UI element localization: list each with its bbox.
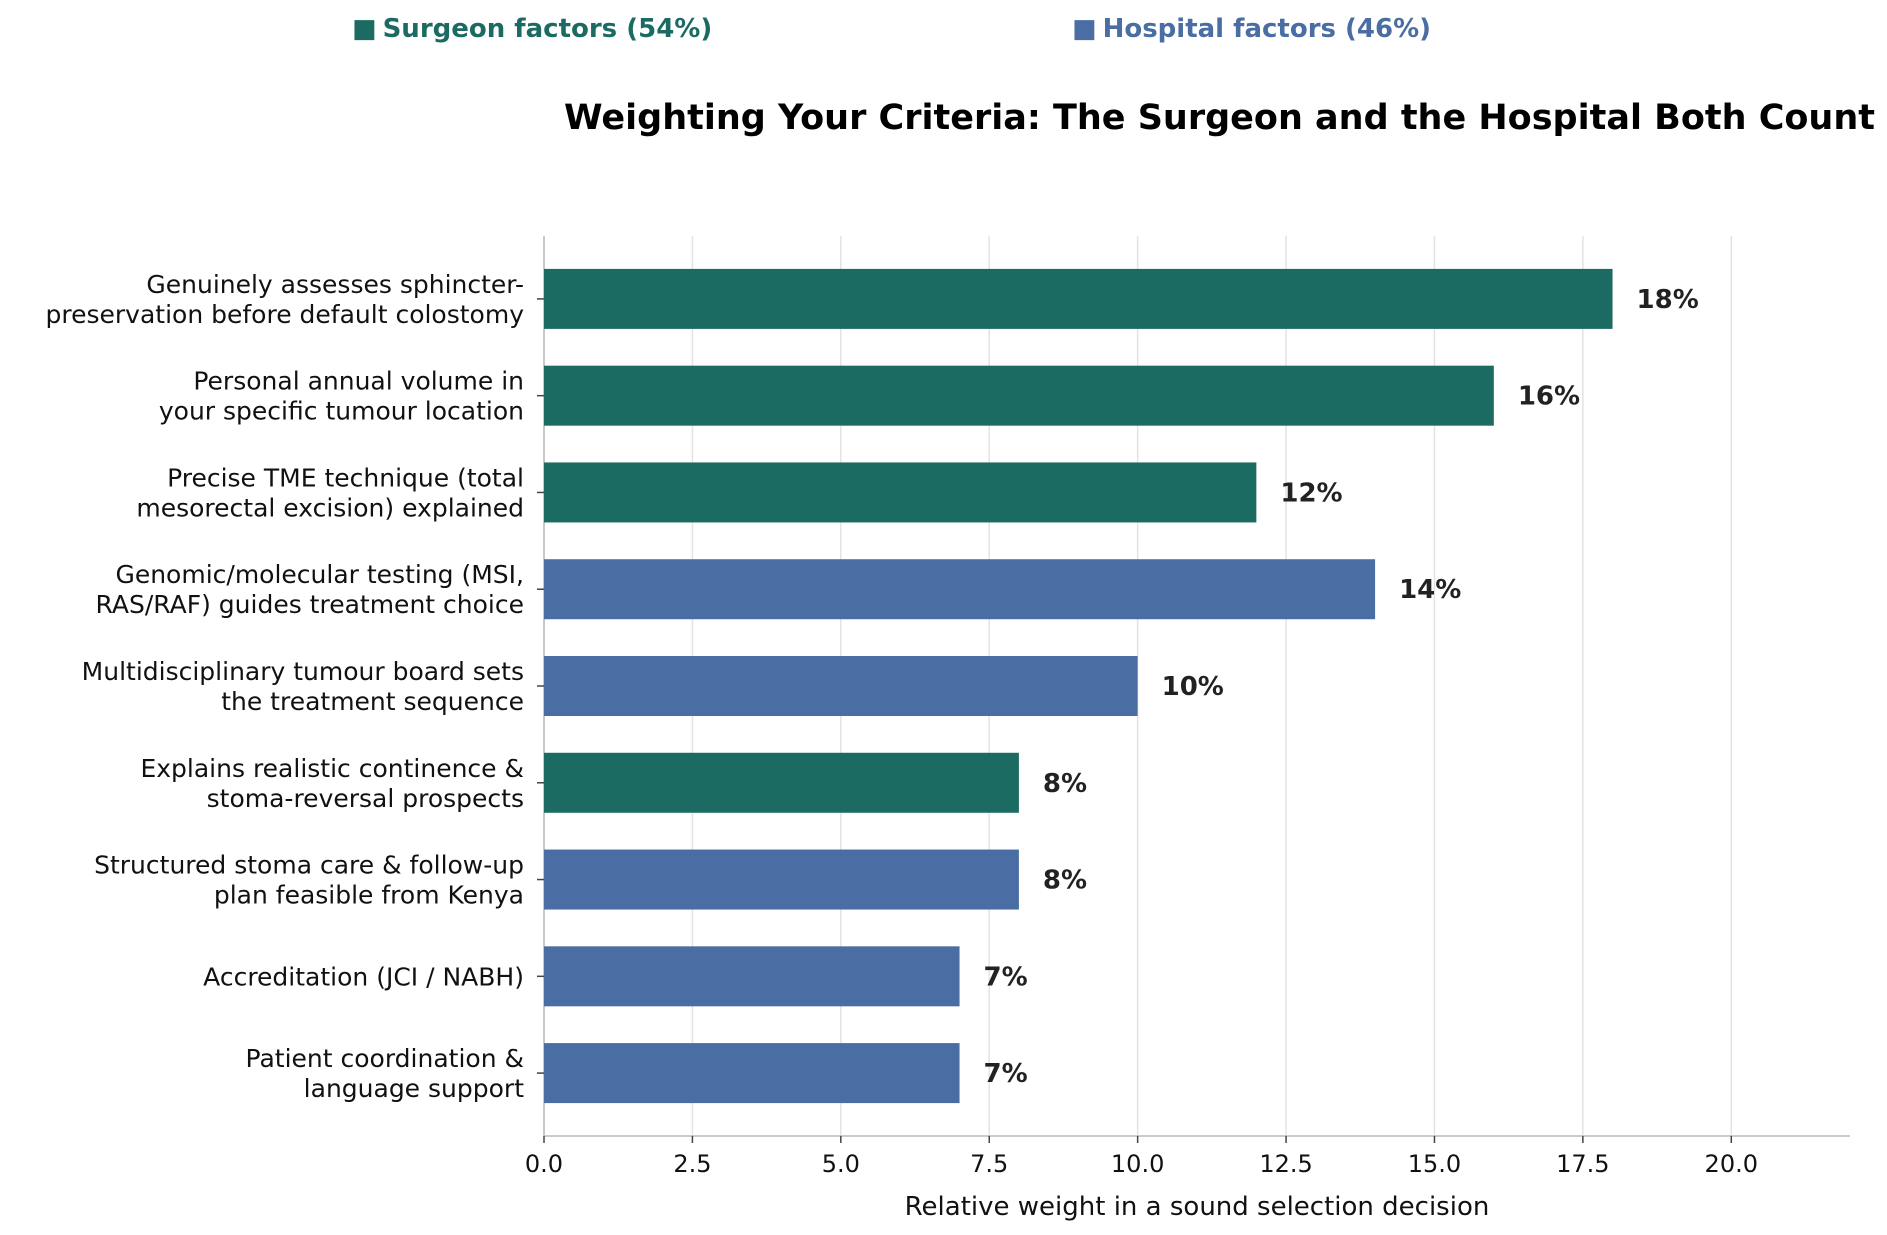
y-tick-label-2-line-0: Precise TME technique (total [167, 463, 524, 492]
x-tick-label-8: 20.0 [1705, 1150, 1758, 1178]
y-tick-label-5-line-1: stoma-reversal prospects [207, 784, 524, 813]
y-tick-label-0-line-1: preservation before default colostomy [46, 300, 525, 329]
value-label-6: 8% [1043, 866, 1087, 896]
x-tick-label-1: 2.5 [673, 1150, 711, 1178]
y-tick-label-1-line-0: Personal annual volume in [193, 367, 524, 396]
bar-3 [544, 559, 1376, 620]
legend-hospital-square-icon: ■ [1072, 14, 1097, 44]
x-tick-label-4: 10.0 [1111, 1150, 1164, 1178]
y-tick-label-8-line-1: language support [304, 1074, 525, 1103]
y-tick-label-5-line-0: Explains realistic continence & [140, 754, 524, 783]
bar-6 [544, 849, 1019, 910]
bar-0 [544, 268, 1613, 329]
value-label-1: 16% [1518, 382, 1580, 412]
value-label-7: 7% [984, 962, 1028, 992]
legend-surgeon-label: Surgeon factors (54%) [382, 14, 713, 44]
x-tick-label-0: 0.0 [525, 1150, 563, 1178]
legend-surgeon-square-icon: ■ [352, 14, 377, 44]
legend-surgeon: ■ Surgeon factors (54%) [352, 14, 712, 44]
y-tick-label-6-line-1: plan feasible from Kenya [214, 881, 524, 910]
value-label-4: 10% [1162, 672, 1224, 702]
y-tick-label-4-line-0: Multidisciplinary tumour board sets [82, 657, 524, 686]
x-tick-label-3: 7.5 [970, 1150, 1008, 1178]
y-tick-label-0-line-0: Genuinely assesses sphincter- [146, 270, 524, 299]
bar-2 [544, 462, 1257, 523]
x-tick-label-7: 17.5 [1556, 1150, 1609, 1178]
x-tick-label-5: 12.5 [1259, 1150, 1312, 1178]
bar-8 [544, 1043, 960, 1104]
y-tick-label-4-line-1: the treatment sequence [221, 687, 524, 716]
y-tick-label-3-line-0: Genomic/molecular testing (MSI, [115, 560, 524, 589]
legend-hospital-label: Hospital factors (46%) [1102, 14, 1432, 44]
value-label-3: 14% [1399, 575, 1461, 605]
y-tick-label-1-line-1: your specific tumour location [159, 397, 524, 426]
chart-title: Weighting Your Criteria: The Surgeon and… [564, 98, 1875, 138]
y-tick-label-7-line-0: Accreditation (JCI / NABH) [203, 962, 524, 991]
value-label-0: 18% [1637, 285, 1699, 315]
y-tick-label-3-line-1: RAS/RAF) guides treatment choice [96, 590, 525, 619]
value-label-2: 12% [1280, 478, 1342, 508]
x-tick-label-2: 5.0 [822, 1150, 860, 1178]
y-tick-label-2-line-1: mesorectal excision) explained [136, 493, 524, 522]
legend-hospital: ■ Hospital factors (46%) [1072, 14, 1431, 44]
value-label-5: 8% [1043, 769, 1087, 799]
x-tick-label-6: 15.0 [1408, 1150, 1461, 1178]
bar-5 [544, 752, 1019, 813]
bar-1 [544, 365, 1494, 426]
value-label-8: 7% [984, 1059, 1028, 1089]
y-tick-label-8-line-0: Patient coordination & [246, 1044, 524, 1073]
x-axis-title: Relative weight in a sound selection dec… [905, 1192, 1490, 1222]
bar-7 [544, 946, 960, 1007]
y-tick-label-6-line-0: Structured stoma care & follow-up [94, 851, 524, 880]
bar-4 [544, 656, 1138, 716]
